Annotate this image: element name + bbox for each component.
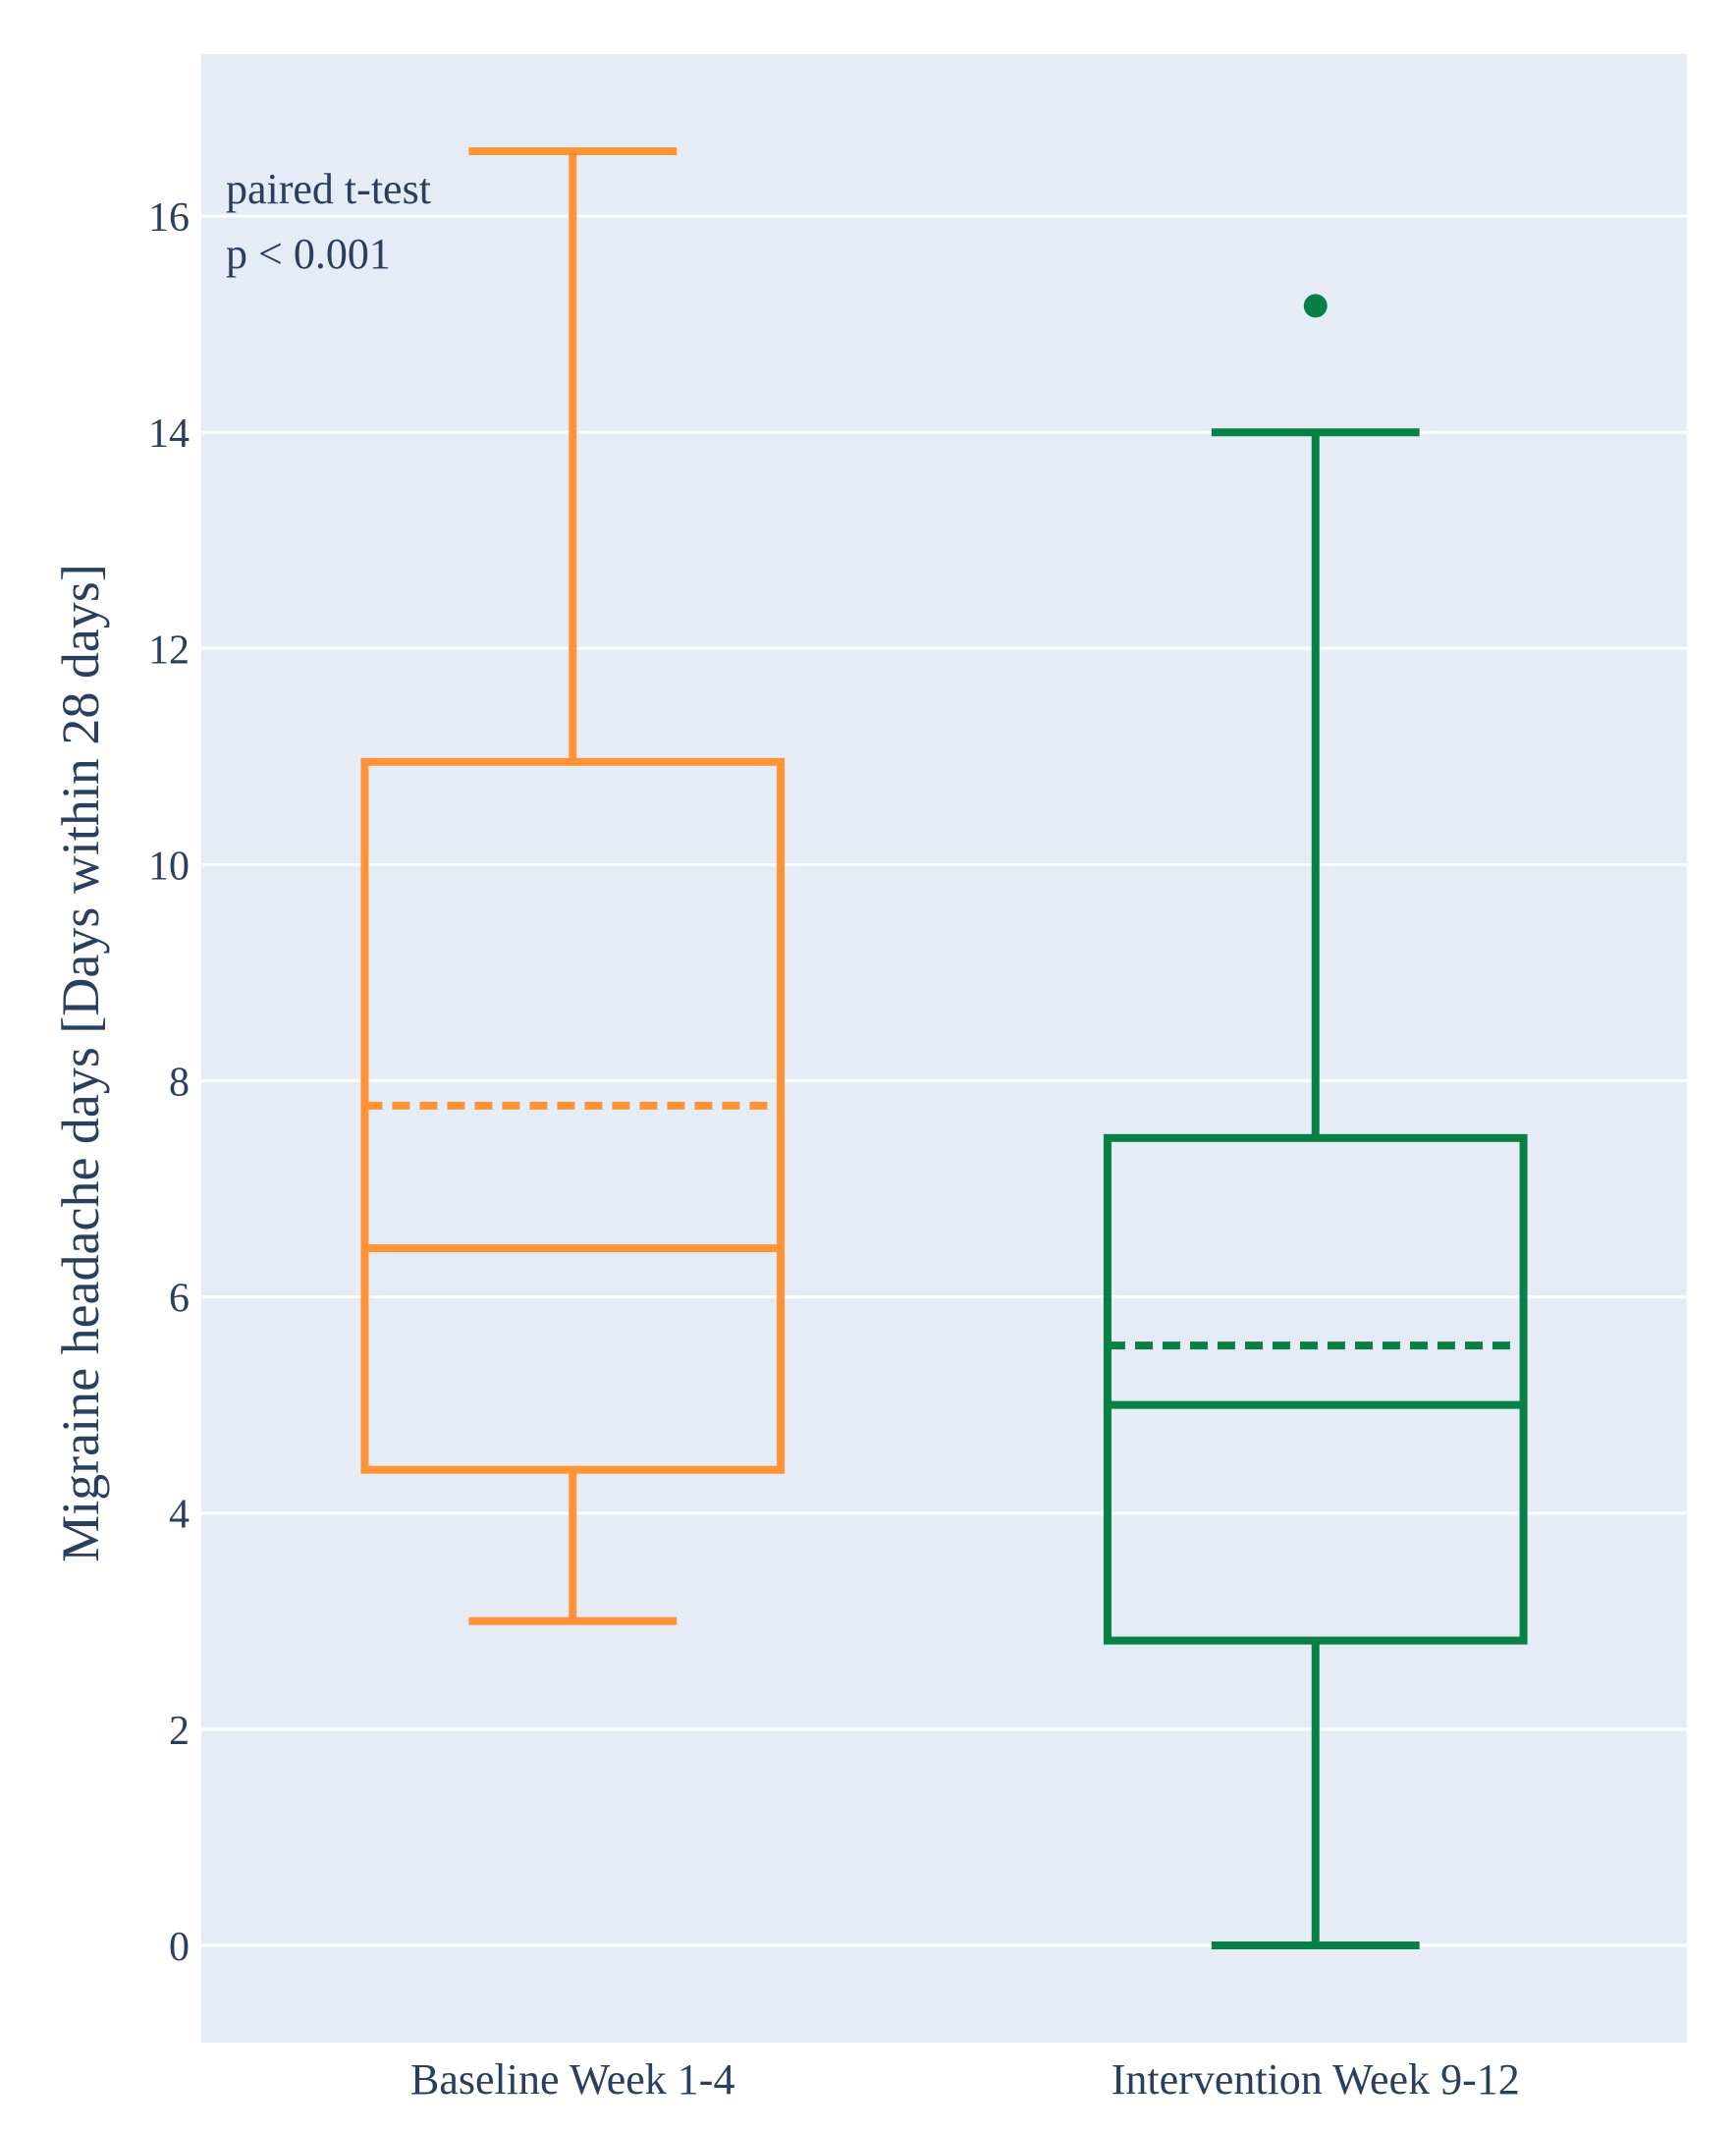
y-tick-label: 10 [148,844,190,889]
x-category-label-1: Intervention Week 9-12 [1112,2055,1520,2104]
iqr-box [360,757,786,1474]
y-tick-labels: 0 2 4 6 8 10 12 14 16 [148,195,190,1970]
y-tick-label: 16 [148,195,190,241]
series-0-box-group [360,147,786,1625]
grid-lines [201,214,1687,1947]
y-tick-label: 4 [169,1493,190,1538]
y-tick-label: 6 [169,1277,190,1322]
annotation-p-value: p < 0.001 [226,230,391,278]
series-1-box-group [1103,294,1528,1949]
x-category-labels: Baseline Week 1-4 Intervention Week 9-12 [410,2055,1520,2104]
x-category-label-0: Baseline Week 1-4 [410,2055,734,2104]
y-axis-title: Migraine headache days [Days within 28 d… [51,564,110,1562]
plot-background [201,54,1687,2043]
box-series [360,147,1528,1949]
y-tick-label: 2 [169,1709,190,1754]
outlier-point [1303,294,1328,318]
iqr-box [1103,1133,1528,1645]
y-tick-label: 12 [148,628,190,673]
y-tick-label: 14 [148,411,190,457]
y-tick-label: 8 [169,1061,190,1106]
y-tick-label: 0 [169,1925,190,1970]
annotation-test-name: paired t-test [226,165,431,213]
